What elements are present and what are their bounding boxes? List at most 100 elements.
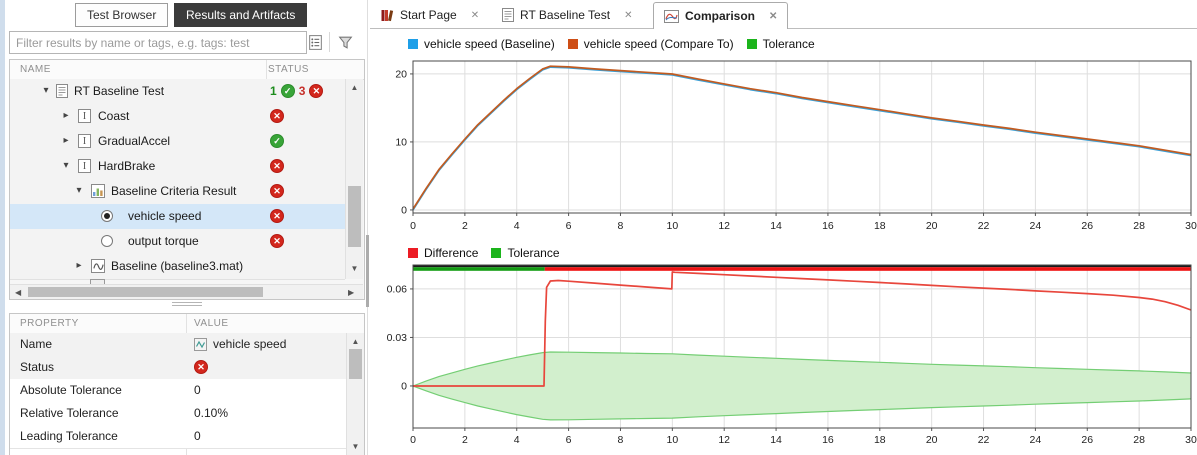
svg-text:4: 4: [514, 220, 520, 232]
horizontal-splitter-handle[interactable]: [172, 302, 202, 303]
svg-text:22: 22: [978, 434, 990, 446]
svg-text:20: 20: [926, 434, 938, 446]
property-name: Name: [20, 337, 53, 351]
window-edge-strip: [0, 0, 6, 455]
expand-icon[interactable]: ▸: [63, 135, 69, 146]
tree-row-coast[interactable]: ▸ I Coast ✕: [10, 104, 345, 130]
property-row-name[interactable]: Name vehicle speed: [10, 333, 346, 357]
legend-label: Tolerance: [507, 246, 560, 260]
scroll-right-icon[interactable]: ▶: [348, 288, 355, 297]
scroll-left-icon[interactable]: ◀: [15, 288, 22, 297]
svg-text:6: 6: [566, 220, 572, 232]
tree-row-vehicle-speed[interactable]: vehicle speed ✕: [10, 204, 345, 230]
funnel-icon: [337, 34, 354, 51]
property-row-leading-tolerance[interactable]: Leading Tolerance 0: [10, 425, 346, 449]
property-value: 0: [194, 383, 201, 397]
svg-text:0: 0: [410, 434, 416, 446]
property-header: PROPERTY VALUE: [10, 314, 364, 334]
doc-tab-comparison[interactable]: Comparison ✕: [653, 2, 789, 29]
vertical-splitter-handle[interactable]: [366, 235, 369, 307]
collapse-icon[interactable]: ▾: [63, 160, 69, 171]
horizontal-splitter-handle[interactable]: [172, 305, 202, 306]
iteration-icon: I: [78, 159, 91, 173]
doc-tab-rt-baseline-test[interactable]: RT Baseline Test ✕: [502, 4, 632, 26]
property-name: Absolute Tolerance: [20, 383, 122, 397]
svg-text:28: 28: [1133, 434, 1145, 446]
expand-icon[interactable]: ▸: [76, 260, 82, 271]
svg-text:20: 20: [926, 220, 938, 232]
close-tab-icon[interactable]: ✕: [624, 9, 633, 21]
tree-col-status: STATUS: [268, 64, 309, 75]
list-view-button[interactable]: [306, 33, 324, 51]
tree-vertical-scrollbar[interactable]: ▲ ▼: [345, 79, 363, 279]
property-vertical-scrollbar[interactable]: ▲ ▼: [346, 333, 364, 455]
doc-tab-start-page[interactable]: Start Page ✕: [381, 4, 479, 26]
close-tab-icon[interactable]: ✕: [769, 10, 778, 22]
tree-row-gradualaccel[interactable]: ▸ I GradualAccel ✓: [10, 129, 345, 155]
expand-icon[interactable]: ▸: [63, 110, 69, 121]
svg-text:26: 26: [1081, 220, 1093, 232]
legend-label: vehicle speed (Baseline): [424, 37, 555, 51]
tree-label: Baseline Criteria Result: [111, 184, 237, 198]
filter-button[interactable]: [336, 33, 354, 51]
radio-output-torque[interactable]: [101, 235, 113, 247]
tree-row-baseline-criteria-result[interactable]: ▾ Baseline Criteria Result ✕: [10, 179, 345, 205]
svg-text:0: 0: [401, 204, 407, 216]
scroll-up-icon[interactable]: ▲: [351, 337, 360, 346]
property-row-relative-tolerance[interactable]: Relative Tolerance 0.10%: [10, 402, 346, 426]
tree-label: RT Baseline Test: [74, 84, 165, 98]
doc-tab-label: RT Baseline Test: [520, 8, 611, 22]
status-cell: ✕: [270, 209, 284, 223]
legend-item-difference: Difference: [408, 246, 478, 260]
status-cell: ✕: [270, 234, 284, 248]
tree-label: Baseline (baseline3.mat): [111, 259, 244, 273]
property-row-absolute-tolerance[interactable]: Absolute Tolerance 0: [10, 379, 346, 403]
collapse-icon[interactable]: ▾: [43, 85, 49, 96]
legend-item-tolerance: Tolerance: [746, 37, 815, 51]
svg-text:10: 10: [395, 136, 407, 148]
tree-label: Coast: [98, 109, 130, 123]
scroll-up-icon[interactable]: ▲: [350, 83, 359, 92]
radio-vehicle-speed[interactable]: [101, 210, 113, 222]
tree-horizontal-scrollbar[interactable]: ◀ ▶: [10, 284, 363, 299]
property-value: ✕: [194, 360, 208, 374]
svg-text:6: 6: [566, 434, 572, 446]
tree-label: GradualAccel: [98, 134, 171, 148]
status-cell: ✕: [270, 109, 284, 123]
doc-tab-label: Start Page: [400, 8, 457, 22]
svg-text:14: 14: [770, 220, 782, 232]
left-tab-test-browser[interactable]: Test Browser: [75, 3, 169, 27]
legend-swatch-icon: [408, 248, 418, 258]
svg-text:8: 8: [618, 220, 624, 232]
left-tab-results-and-artifacts[interactable]: Results and Artifacts: [174, 3, 308, 27]
svg-text:0.03: 0.03: [387, 332, 408, 344]
tree-row-hardbrake[interactable]: ▾ I HardBrake ✕: [10, 154, 345, 180]
tree-hscroll-thumb[interactable]: [28, 287, 263, 297]
status-cell: 1 ✓ 3 ✕: [270, 84, 324, 98]
property-row-status[interactable]: Status ✕: [10, 356, 346, 380]
tree-vscroll-thumb[interactable]: [348, 186, 361, 247]
status-fail-icon: ✕: [194, 360, 208, 374]
scroll-down-icon[interactable]: ▼: [350, 264, 359, 273]
property-value: vehicle speed: [194, 337, 286, 351]
status-fail-icon: ✕: [270, 184, 284, 198]
scroll-down-icon[interactable]: ▼: [351, 442, 360, 451]
filter-results-input[interactable]: [9, 31, 307, 54]
collapse-icon[interactable]: ▾: [76, 185, 82, 196]
legend-item-tolerance: Tolerance: [491, 246, 560, 260]
results-tree: NAME STATUS ▾ RT Baseline Test 1 ✓ 3 ✕ ▸ I Coast…: [9, 59, 365, 300]
tree-row-baseline-baseline3-mat[interactable]: ▸ Baseline (baseline3.mat): [10, 254, 345, 280]
svg-text:2: 2: [462, 434, 468, 446]
status-fail-icon: ✕: [270, 109, 284, 123]
status-fail-icon: ✕: [270, 234, 284, 248]
pass-count: 1: [270, 84, 277, 98]
prop-vscroll-thumb[interactable]: [349, 349, 362, 379]
svg-text:12: 12: [718, 220, 730, 232]
tree-row-output-torque[interactable]: output torque ✕: [10, 229, 345, 255]
tree-row-rt-baseline-test[interactable]: ▾ RT Baseline Test 1 ✓ 3 ✕: [10, 79, 345, 105]
close-tab-icon[interactable]: ✕: [470, 9, 480, 21]
svg-text:30: 30: [1185, 434, 1197, 446]
legend-item-vehicle-speed-compare-to: vehicle speed (Compare To): [567, 37, 734, 51]
legend-swatch-icon: [746, 39, 757, 49]
